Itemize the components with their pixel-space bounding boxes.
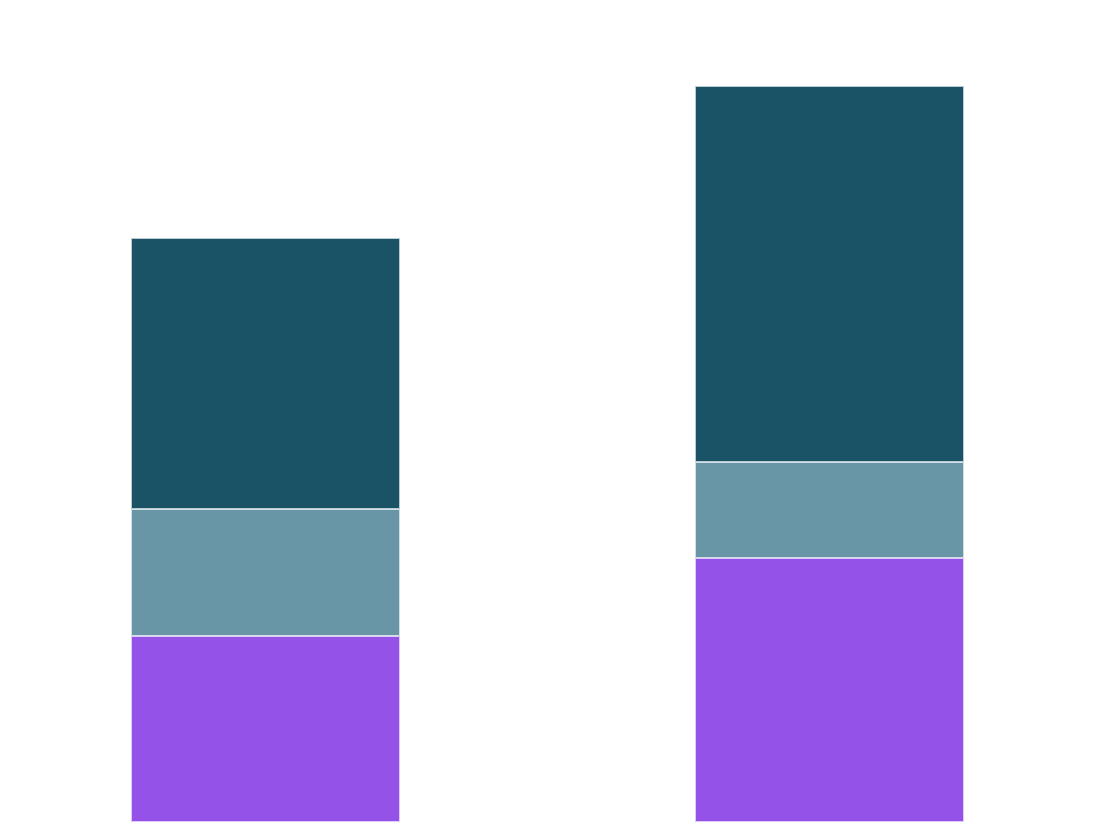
stacked-bar-right — [695, 86, 964, 822]
bar-left-top-segment — [131, 238, 400, 509]
bar-right-bottom-segment — [695, 558, 964, 822]
bar-left-bottom-segment — [131, 636, 400, 822]
stacked-bar-left — [131, 238, 400, 822]
bar-right-top-segment — [695, 86, 964, 462]
bar-left-middle-segment — [131, 509, 400, 636]
bar-right-middle-segment — [695, 462, 964, 558]
